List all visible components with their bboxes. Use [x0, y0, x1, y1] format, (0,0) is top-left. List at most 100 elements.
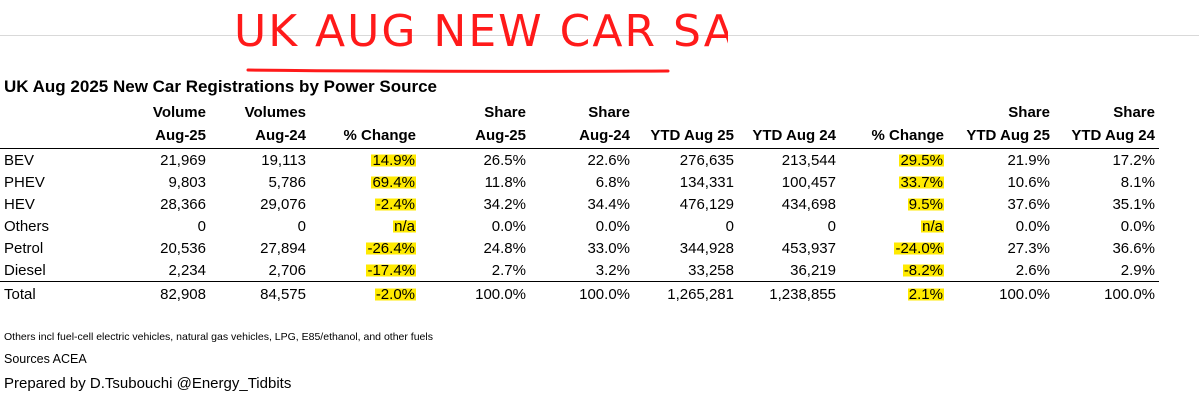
header-bottom-cell: YTD Aug 25 [948, 124, 1054, 149]
cell-label: BEV [4, 151, 35, 169]
cell-ytd24: 213,544 [781, 151, 836, 169]
cell-ytdchg: n/a [840, 215, 948, 237]
cell-vol25: 9,803 [168, 173, 206, 191]
header-top-cell [840, 100, 948, 124]
cell-ytd24: 453,937 [781, 239, 836, 257]
header-top-cell [738, 100, 840, 124]
highlighted-value: 2.1% [907, 285, 944, 303]
cell-label: Others [4, 217, 50, 235]
cell-vol25: 2,234 [168, 261, 206, 279]
cell-vol24: 5,786 [268, 173, 306, 191]
cell-chg: -2.0% [310, 281, 420, 306]
cell-chg: 14.9% [310, 149, 420, 172]
cell-chg: -2.4% [310, 193, 420, 215]
cell-sh24: 100.0% [530, 281, 634, 306]
header-bottom-cell [0, 124, 100, 149]
header-top-cell: Volumes [244, 103, 306, 121]
handwritten-title-text: UK AUG NEW CAR SALES [234, 6, 728, 57]
cell-ytdsh24: 0.0% [1120, 217, 1155, 235]
table-title: UK Aug 2025 New Car Registrations by Pow… [4, 77, 437, 96]
highlighted-value: -8.2% [902, 261, 944, 279]
header-bottom-cell: Aug-24 [530, 124, 634, 149]
cell-vol24: 27,894 [260, 239, 306, 257]
highlighted-value: -2.0% [374, 285, 416, 303]
cell-ytd25: 344,928 [679, 239, 734, 257]
cell-vol25: 28,366 [160, 195, 206, 213]
handwritten-underline [246, 68, 670, 73]
cell-sh24: 34.4% [587, 195, 630, 213]
cell-sh25: 26.5% [483, 151, 526, 169]
sheet-gridline [0, 35, 1199, 36]
cell-ytd25: 0 [725, 217, 734, 235]
cell-sh25: 11.8% [484, 173, 526, 191]
highlighted-value: n/a [393, 217, 416, 235]
cell-sh25: 100.0% [420, 281, 530, 306]
table-row: Petrol 20,536 27,894 -26.4% 24.8% 33.0% 344,92… [0, 237, 1159, 259]
handwritten-title: UK AUG NEW CAR SALES [234, 6, 728, 73]
highlighted-value: -17.4% [366, 261, 416, 279]
cell-ytdchg: 2.1% [840, 281, 948, 306]
cell-ytd24: 434,698 [781, 195, 836, 213]
cell-vol24: 0 [297, 217, 306, 235]
cell-ytdchg: -8.2% [840, 259, 948, 282]
sources-line: Sources ACEA [4, 352, 87, 366]
cell-sh25: 0.0% [491, 217, 526, 235]
header-top-cell [310, 100, 420, 124]
highlighted-value: 14.9% [371, 151, 416, 169]
header-bottom-cell: YTD Aug 24 [738, 124, 840, 149]
cell-ytdsh25: 21.9% [1007, 151, 1050, 169]
header-bottom-cell: % Change [310, 124, 420, 149]
cell-sh24: 3.2% [595, 261, 630, 279]
cell-label: Petrol [4, 239, 44, 257]
cell-ytdsh24: 100.0% [1054, 281, 1159, 306]
highlighted-value: n/a [921, 217, 944, 235]
header-row-top: Volume Volumes Share Share Share Share [0, 100, 1159, 124]
cell-ytdsh25: 37.6% [1007, 195, 1050, 213]
footnote: Others incl fuel-cell electric vehicles,… [4, 331, 433, 343]
highlighted-value: 69.4% [371, 173, 416, 191]
cell-sh24: 33.0% [587, 239, 630, 257]
cell-chg: n/a [310, 215, 420, 237]
cell-sh24: 6.8% [595, 173, 630, 191]
table-body: BEV 21,969 19,113 14.9% 26.5% 22.6% 276,635 213… [0, 149, 1159, 306]
cell-vol24: 2,706 [268, 261, 306, 279]
cell-ytd24: 100,457 [781, 173, 836, 191]
cell-chg: -26.4% [310, 237, 420, 259]
header-row-bottom: Aug-25 Aug-24% Change Aug-25 Aug-24 YTD Aug … [0, 124, 1159, 149]
cell-ytd25: 33,258 [688, 261, 734, 279]
table-row: Diesel 2,234 2,706 -17.4% 2.7% 3.2% 33,258 36,2… [0, 259, 1159, 282]
highlighted-value: 29.5% [899, 151, 944, 169]
cell-vol25: 0 [197, 217, 206, 235]
cell-chg: 69.4% [310, 171, 420, 193]
cell-label: Total [0, 281, 100, 306]
cell-ytdsh24: 36.6% [1112, 239, 1155, 257]
cell-ytd25: 476,129 [679, 195, 734, 213]
cell-ytdsh24: 8.1% [1120, 173, 1155, 191]
cell-ytdchg: 29.5% [840, 149, 948, 172]
table-row: PHEV 9,803 5,786 69.4% 11.8% 6.8% 134,331 100,4… [0, 171, 1159, 193]
cell-vol25: 82,908 [100, 281, 210, 306]
cell-label: HEV [4, 195, 35, 213]
cell-ytd25: 1,265,281 [634, 281, 738, 306]
highlighted-value: 9.5% [907, 195, 944, 213]
cell-ytdsh25: 100.0% [948, 281, 1054, 306]
table-row: HEV 28,366 29,076 -2.4% 34.2% 34.4% 476,129 434… [0, 193, 1159, 215]
header-bottom-cell: YTD Aug 25 [634, 124, 738, 149]
cell-vol24: 84,575 [210, 281, 310, 306]
header-bottom-cell: Aug-25 [420, 124, 530, 149]
registrations-table: Volume Volumes Share Share Share Share Aug-25… [0, 100, 1159, 306]
header-top-cell: Volume [152, 103, 206, 121]
table-row: Others 0 0 n/a 0.0% 0.0% 0 0 n/a 0.0% 0.0% [0, 215, 1159, 237]
cell-sh25: 2.7% [491, 261, 526, 279]
table-row: BEV 21,969 19,113 14.9% 26.5% 22.6% 276,635 213… [0, 149, 1159, 172]
cell-ytdsh25: 2.6% [1015, 261, 1050, 279]
cell-sh24: 22.6% [587, 151, 630, 169]
cell-ytd24: 0 [827, 217, 836, 235]
cell-ytdsh25: 0.0% [1015, 217, 1050, 235]
highlighted-value: -26.4% [366, 239, 416, 257]
cell-ytdchg: 33.7% [840, 171, 948, 193]
cell-label: Diesel [4, 261, 46, 279]
cell-vol24: 19,113 [261, 151, 306, 169]
cell-label: PHEV [4, 173, 45, 191]
header-top-cell: Share [1008, 103, 1050, 121]
